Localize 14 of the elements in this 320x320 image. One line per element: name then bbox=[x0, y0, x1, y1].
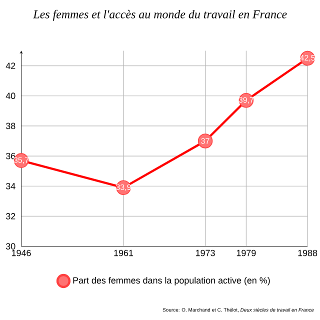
y-tick-label: 38 bbox=[6, 122, 16, 130]
x-tick-label: 1973 bbox=[196, 250, 215, 256]
x-tick-label: 1988 bbox=[298, 250, 318, 256]
y-tick-label: 40 bbox=[6, 92, 16, 100]
y-tick-label: 36 bbox=[6, 152, 16, 160]
x-tick-label: 1961 bbox=[114, 250, 134, 256]
legend-label: Part des femmes dans la population active (en %) bbox=[73, 276, 270, 286]
x-tick-label: 1979 bbox=[236, 250, 256, 256]
x-tick-label: 1946 bbox=[12, 250, 31, 256]
y-tick-label: 30 bbox=[6, 243, 16, 250]
chart-title: Les femmes et l'accès au monde du travail en France bbox=[33, 10, 287, 21]
y-tick-label: 32 bbox=[6, 213, 16, 220]
y-tick-label: 34 bbox=[6, 182, 16, 190]
y-tick-label: 42 bbox=[6, 62, 16, 69]
